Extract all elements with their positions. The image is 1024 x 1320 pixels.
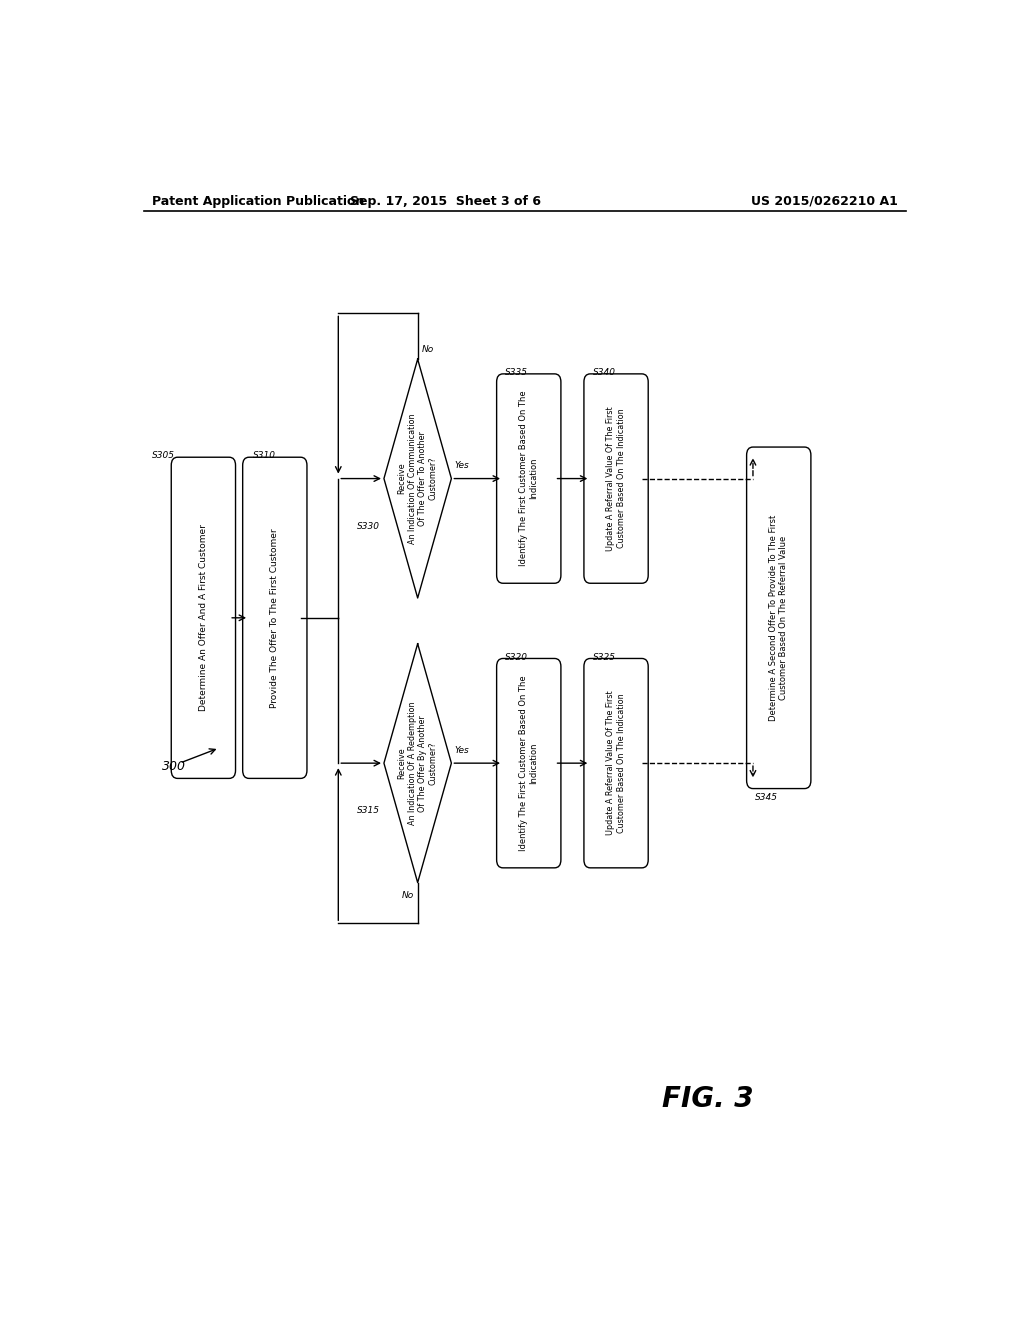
Text: Provide The Offer To The First Customer: Provide The Offer To The First Customer	[270, 528, 280, 708]
FancyBboxPatch shape	[497, 659, 561, 867]
Text: S340: S340	[593, 368, 615, 378]
FancyBboxPatch shape	[584, 374, 648, 583]
Text: Identify The First Customer Based On The
Indication: Identify The First Customer Based On The…	[519, 676, 539, 851]
Text: S335: S335	[506, 368, 528, 378]
FancyBboxPatch shape	[243, 457, 307, 779]
Text: S310: S310	[253, 451, 276, 461]
Text: S330: S330	[357, 521, 380, 531]
Text: S305: S305	[153, 451, 175, 461]
Text: Determine An Offer And A First Customer: Determine An Offer And A First Customer	[199, 524, 208, 711]
Text: S320: S320	[506, 652, 528, 661]
Text: No: No	[422, 345, 434, 354]
Text: No: No	[401, 891, 414, 900]
Text: Yes: Yes	[455, 746, 469, 755]
Text: S315: S315	[357, 807, 380, 816]
Text: Patent Application Publication: Patent Application Publication	[152, 194, 365, 207]
Text: Receive
An Indication Of Communication
Of The Offer To Another
Customer?: Receive An Indication Of Communication O…	[397, 413, 438, 544]
Text: Sep. 17, 2015  Sheet 3 of 6: Sep. 17, 2015 Sheet 3 of 6	[350, 194, 541, 207]
FancyBboxPatch shape	[584, 659, 648, 867]
Polygon shape	[384, 359, 452, 598]
Text: Identify The First Customer Based On The
Indication: Identify The First Customer Based On The…	[519, 391, 539, 566]
FancyBboxPatch shape	[497, 374, 561, 583]
FancyBboxPatch shape	[746, 447, 811, 788]
Text: 300: 300	[162, 760, 186, 772]
Text: FIG. 3: FIG. 3	[662, 1085, 753, 1113]
Text: Receive
An Indication Of A Redemption
Of The Offer By Another
Customer?: Receive An Indication Of A Redemption Of…	[397, 701, 438, 825]
Text: US 2015/0262210 A1: US 2015/0262210 A1	[751, 194, 898, 207]
Text: Update A Referral Value Of The First
Customer Based On The Indication: Update A Referral Value Of The First Cus…	[606, 690, 626, 836]
Text: Determine A Second Offer To Provide To The First
Customer Based On The Referral : Determine A Second Offer To Provide To T…	[769, 515, 788, 721]
Polygon shape	[384, 644, 452, 883]
Text: Update A Referral Value Of The First
Customer Based On The Indication: Update A Referral Value Of The First Cus…	[606, 407, 626, 550]
Text: S325: S325	[593, 652, 615, 661]
Text: Yes: Yes	[455, 462, 469, 470]
FancyBboxPatch shape	[171, 457, 236, 779]
Text: S345: S345	[756, 792, 778, 801]
